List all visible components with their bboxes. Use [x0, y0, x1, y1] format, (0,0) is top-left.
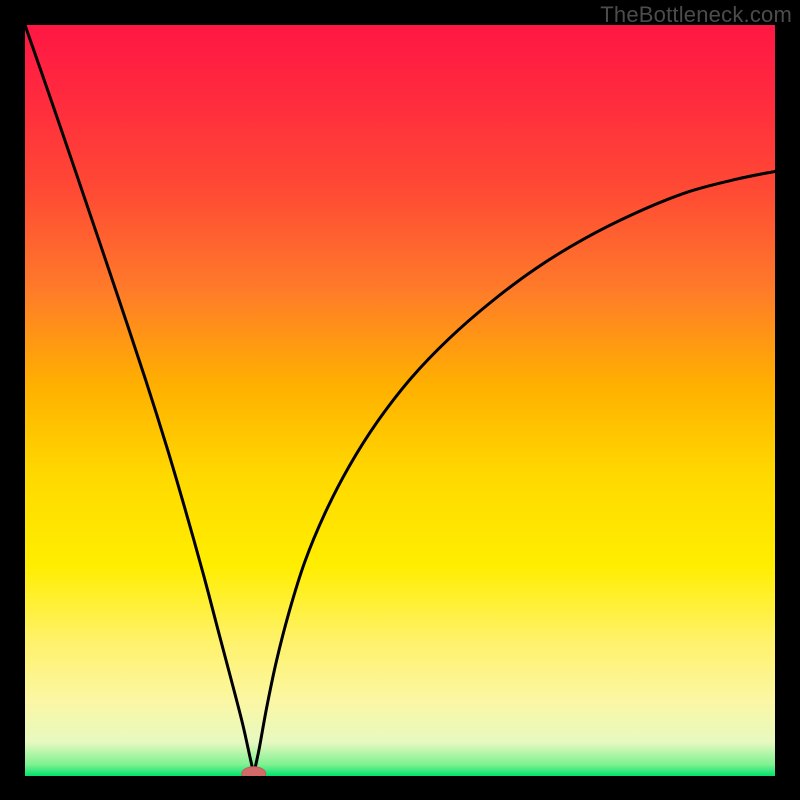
bottleneck-marker — [242, 767, 266, 776]
marker-layer — [25, 25, 775, 776]
watermark-text: TheBottleneck.com — [600, 2, 792, 28]
chart-frame: TheBottleneck.com — [0, 0, 800, 800]
